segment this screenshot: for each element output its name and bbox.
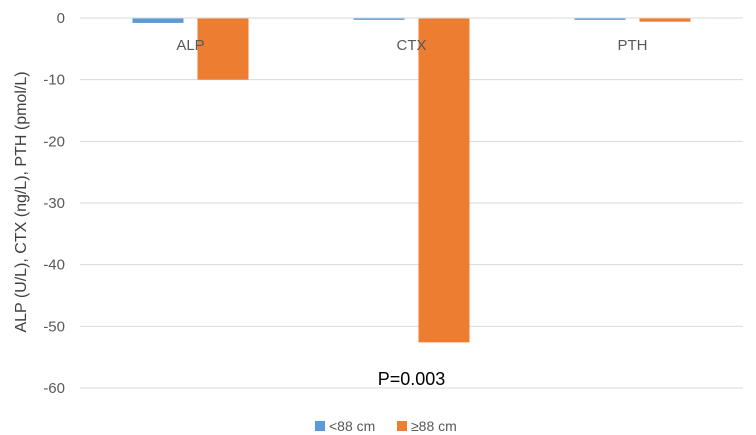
legend-label-lt-88: <88 cm	[329, 418, 375, 434]
category-labels: ALP CTX PTH	[176, 37, 647, 54]
y-tick-label: -60	[43, 380, 65, 397]
y-tick-label: -20	[43, 133, 65, 150]
bar-alp-series-0	[132, 18, 184, 23]
bar-pth-series-0	[574, 18, 626, 20]
legend-label-ge-88: ≥88 cm	[411, 418, 457, 434]
y-tick-label: -50	[43, 318, 65, 335]
y-tick-label: -10	[43, 72, 65, 89]
legend-swatch-lt-88	[315, 421, 325, 431]
gridlines	[80, 17, 743, 389]
category-label-alp: ALP	[176, 37, 204, 54]
bars	[80, 17, 743, 343]
bar-ctx-series-1	[418, 18, 470, 343]
bar-pth-series-1	[639, 18, 691, 22]
y-tick-label: -40	[43, 257, 65, 274]
bar-ctx-series-0	[353, 18, 405, 20]
bar-alp-series-1	[197, 18, 249, 80]
y-axis-tick-labels: 0 -10 -20 -30 -40 -50 -60	[43, 10, 65, 397]
category-label-pth: PTH	[618, 37, 648, 54]
y-tick-label: -30	[43, 195, 65, 212]
y-axis-title: ALP (U/L), CTX (ng/L), PTH (pmol/L)	[13, 71, 30, 332]
p-value-annotation: P=0.003	[378, 369, 446, 389]
y-tick-label: 0	[57, 10, 65, 27]
legend-swatch-ge-88	[397, 421, 407, 431]
category-label-ctx: CTX	[397, 37, 427, 54]
legend: <88 cm ≥88 cm	[315, 418, 457, 434]
